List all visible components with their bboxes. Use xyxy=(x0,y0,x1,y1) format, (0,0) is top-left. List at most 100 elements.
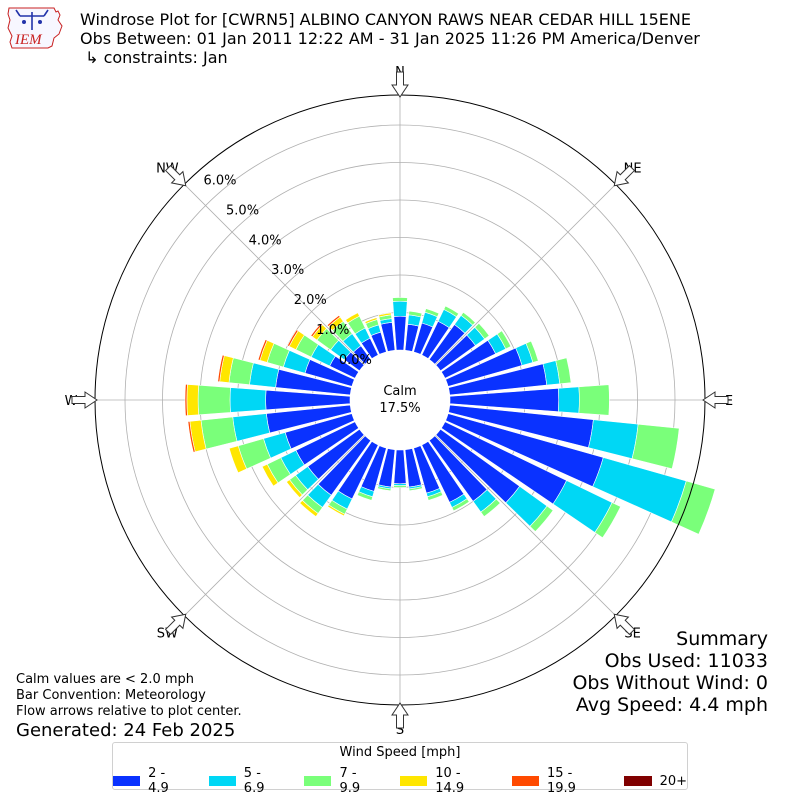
wind-bar-segment xyxy=(451,498,470,512)
wind-bar-segment xyxy=(228,445,248,474)
grid-ring xyxy=(162,162,638,638)
radial-tick-label: 3.0% xyxy=(271,263,304,278)
wind-bar-segment xyxy=(378,312,392,318)
radial-tick-label: 6.0% xyxy=(203,173,236,188)
note-calm: Calm values are < 2.0 mph xyxy=(16,672,195,687)
legend-label: 10 - 14.9 xyxy=(435,766,465,796)
grid-spoke xyxy=(435,435,616,616)
wind-bar-segment xyxy=(408,486,423,492)
title-line-2: Obs Between: 01 Jan 2011 12:22 AM - 31 J… xyxy=(80,29,700,48)
wind-bar-segment xyxy=(310,322,323,338)
flow-arrow-shape xyxy=(164,164,187,187)
wind-bar-segment xyxy=(184,383,188,417)
legend-label: 2 - 4.9 xyxy=(148,766,169,796)
wind-bar-segment xyxy=(287,329,299,347)
wind-bar-segment xyxy=(480,498,501,518)
flow-arrow xyxy=(391,71,409,98)
legend-label: 15 - 19.9 xyxy=(546,766,576,796)
wind-bar-segment xyxy=(588,419,639,460)
logo-text: IEM xyxy=(14,32,43,48)
grid-spoke xyxy=(435,184,616,365)
flow-arrow-shape xyxy=(164,613,187,636)
wind-bar-segment xyxy=(443,305,460,318)
calm-circle xyxy=(350,350,450,450)
footer-notes: Calm values are < 2.0 mph Bar Convention… xyxy=(16,672,242,720)
wind-bar-segment xyxy=(327,504,346,517)
wind-bar-segment xyxy=(424,308,440,318)
radial-tick-label: 4.0% xyxy=(249,233,282,248)
flow-arrow-shape xyxy=(613,164,636,187)
legend-title: Wind Speed [mph] xyxy=(339,745,461,760)
wind-bar-segment xyxy=(261,463,279,487)
note-bar-convention: Bar Convention: Meteorology xyxy=(16,688,206,703)
wind-bar-segment xyxy=(257,339,268,361)
flow-arrow xyxy=(613,613,636,636)
legend-swatch xyxy=(400,776,428,786)
wind-bar-segment xyxy=(356,491,373,501)
flow-arrow-shape xyxy=(613,613,636,636)
wind-bar-segment xyxy=(364,317,378,325)
summary-avg-speed: Avg Speed: 4.4 mph xyxy=(575,694,768,716)
calm-value: 17.5% xyxy=(379,401,420,416)
legend-item: 15 - 19.9 xyxy=(511,766,604,796)
grid-spoke xyxy=(184,184,365,365)
title-line-3: ↳ constraints: Jan xyxy=(80,48,228,67)
wind-bar-segment xyxy=(529,505,554,533)
grid-ring xyxy=(124,124,676,676)
wind-bar-segment xyxy=(558,386,580,414)
flow-arrow-shape xyxy=(391,702,409,729)
chart-title: Windrose Plot for [CWRN5] ALBINO CANYON … xyxy=(80,10,700,67)
radial-tick-label: 0.0% xyxy=(339,353,372,368)
radial-tick-label: 2.0% xyxy=(294,293,327,308)
wind-bar-segment xyxy=(408,310,423,318)
legend-item: 2 - 4.9 xyxy=(113,766,189,796)
radial-tick-label: 5.0% xyxy=(226,203,259,218)
wind-bar-segment xyxy=(392,300,408,317)
note-flow-arrows: Flow arrows relative to plot center. xyxy=(16,704,242,719)
wind-bar-segment xyxy=(232,413,271,442)
legend-label: 7 - 9.9 xyxy=(339,766,361,796)
legend-swatch xyxy=(208,776,236,786)
wind-bar-segment xyxy=(187,421,196,453)
wind-bar-segment xyxy=(326,314,341,327)
wind-bar-segment xyxy=(393,449,407,485)
wind-bar-segment xyxy=(427,491,444,501)
wind-bar-segment xyxy=(217,354,225,383)
summary-obs-without-wind: Obs Without Wind: 0 xyxy=(572,672,768,694)
legend-swatch xyxy=(113,776,141,786)
wind-bar-segment xyxy=(229,387,267,413)
iem-logo: IEM xyxy=(7,7,63,49)
wind-bar-segment xyxy=(299,499,319,518)
legend-swatch xyxy=(511,776,539,786)
wind-bar-segment xyxy=(594,502,621,539)
wind-bar-segment xyxy=(393,315,407,351)
direction-label: S xyxy=(396,723,404,738)
legend: Wind Speed [mph] 2 - 4.9 5 - 6.9 7 - 9.9 10… xyxy=(112,742,688,796)
wind-bar-segment xyxy=(393,485,407,488)
legend-item: 5 - 6.9 xyxy=(208,766,285,796)
wind-bar-segment xyxy=(631,423,680,470)
wind-bar-segment xyxy=(670,480,716,535)
summary-block: Summary Obs Used: 11033 Obs Without Wind… xyxy=(572,628,768,716)
wind-bar-segment xyxy=(286,479,303,499)
flow-arrow-shape xyxy=(71,391,98,409)
flow-arrow-shape xyxy=(391,71,409,98)
wind-bar-segment xyxy=(249,362,280,388)
calm-label: Calm xyxy=(383,384,416,399)
flow-arrow xyxy=(702,391,729,409)
flow-arrow xyxy=(71,391,98,409)
wind-bar-segment xyxy=(186,384,199,416)
wind-bar-segment xyxy=(525,340,539,363)
summary-title: Summary xyxy=(676,628,768,650)
wind-bar-segment xyxy=(474,322,490,340)
wind-bar-segment xyxy=(377,486,392,492)
radial-tick-label: 1.0% xyxy=(316,323,349,338)
flow-arrow xyxy=(391,702,409,729)
wind-bar-segment xyxy=(200,416,238,450)
legend-swatch xyxy=(304,776,332,786)
summary-obs-used: Obs Used: 11033 xyxy=(604,650,768,672)
legend-item: 7 - 9.9 xyxy=(304,766,380,796)
wind-bar-segment xyxy=(197,384,231,416)
wind-bar-segment xyxy=(555,357,572,385)
